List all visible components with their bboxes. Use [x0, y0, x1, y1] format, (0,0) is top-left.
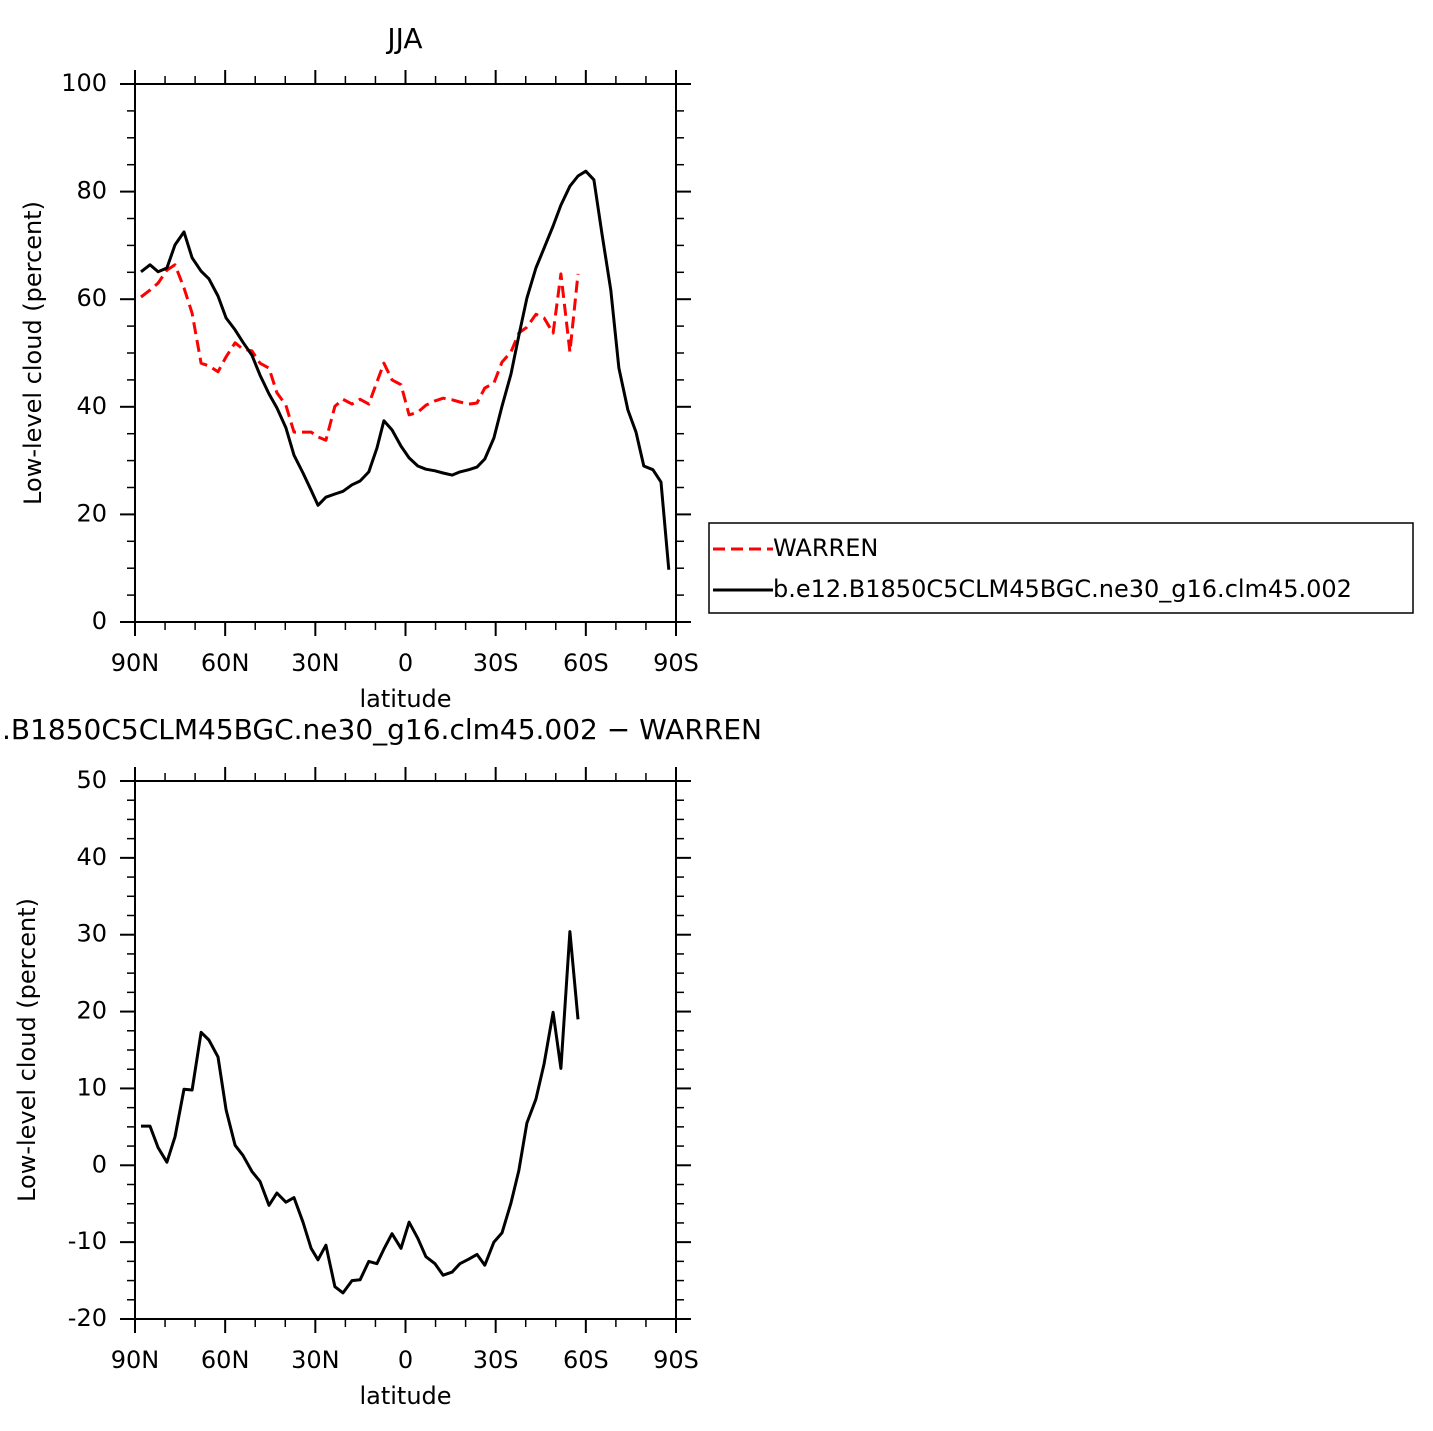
y-tick-label: 0: [92, 607, 107, 635]
data-line: [140, 169, 671, 570]
x-tick-label: 30S: [473, 649, 519, 677]
x-tick-label: 0: [398, 1346, 413, 1374]
y-tick-label: 80: [76, 177, 107, 205]
y-axis-label: Low-level cloud (percent): [19, 201, 47, 505]
x-axis-label: latitude: [359, 685, 451, 713]
y-tick-label: 40: [76, 392, 107, 420]
y-tick-label: -20: [68, 1304, 107, 1332]
x-tick-label: 30S: [473, 1346, 519, 1374]
y-tick-label: 40: [76, 843, 107, 871]
x-tick-label: 90S: [653, 1346, 699, 1374]
chart-title: .B1850C5CLM45BGC.ne30_g16.clm45.002 − WA…: [2, 713, 762, 746]
x-tick-label: 30N: [291, 649, 340, 677]
x-tick-label: 60S: [563, 649, 609, 677]
x-tick-label: 30N: [291, 1346, 340, 1374]
y-tick-label: 20: [76, 997, 107, 1025]
y-tick-label: 100: [61, 69, 107, 97]
x-tick-label: 60N: [201, 649, 250, 677]
x-axis-label: latitude: [359, 1382, 451, 1410]
y-tick-label: 50: [76, 766, 107, 794]
x-tick-label: 60S: [563, 1346, 609, 1374]
legend-label: WARREN: [773, 534, 878, 562]
y-tick-label: 60: [76, 284, 107, 312]
x-tick-label: 60N: [201, 1346, 250, 1374]
data-line: [141, 930, 580, 1295]
plot-frame: [134, 83, 677, 623]
y-axis-label: Low-level cloud (percent): [13, 898, 41, 1202]
y-tick-label: 30: [76, 920, 107, 948]
y-tick-label: 20: [76, 499, 107, 527]
legend-box: [708, 522, 1414, 614]
y-tick-label: -10: [68, 1227, 107, 1255]
y-tick-label: 0: [92, 1150, 107, 1178]
chart-title: JJA: [385, 22, 422, 55]
data-line: [140, 263, 580, 442]
x-tick-label: 90N: [111, 1346, 160, 1374]
x-tick-label: 90S: [653, 649, 699, 677]
x-tick-label: 90N: [111, 649, 160, 677]
x-tick-label: 0: [398, 649, 413, 677]
y-tick-label: 10: [76, 1073, 107, 1101]
legend-label: b.e12.B1850C5CLM45BGC.ne30_g16.clm45.002: [773, 575, 1352, 603]
